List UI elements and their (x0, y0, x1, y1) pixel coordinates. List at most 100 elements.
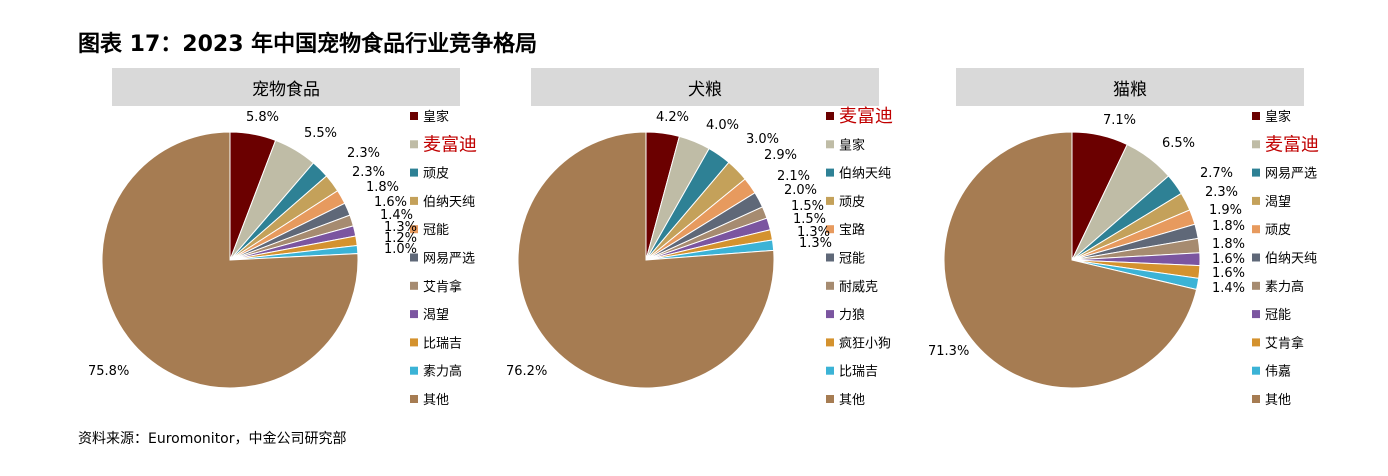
pie0-legend-swatch-8 (410, 338, 418, 347)
pie-title-cat-food: 猫粮 (956, 68, 1304, 106)
pie2-legend-swatch-8 (1252, 338, 1260, 347)
pie0-legend-swatch-5 (410, 253, 418, 262)
pie0-legend-swatch-1 (410, 140, 418, 149)
pie1-data-label-3: 2.9% (764, 148, 797, 163)
pie1-legend-swatch-4 (826, 225, 834, 234)
pie1-data-label-2: 3.0% (746, 132, 779, 147)
pie2-legend-label-5: 伯纳天纯 (1265, 252, 1317, 267)
pie1-legend-label-1: 皇家 (839, 137, 865, 153)
pie2-data-label-7: 1.6% (1212, 252, 1245, 267)
pie1-legend-label-3: 顽皮 (839, 195, 865, 210)
pie2-legend-swatch-6 (1252, 281, 1260, 290)
pie0-legend-label-0: 皇家 (423, 109, 449, 125)
pie2-data-label-10: 71.3% (928, 344, 969, 359)
pie0-legend-swatch-6 (410, 281, 418, 290)
pie1-legend-label-8: 疯狂小狗 (839, 335, 891, 351)
pie0-data-label-7: 1.3% (384, 220, 417, 235)
pie2-data-label-1: 6.5% (1162, 136, 1195, 151)
pie2-data-label-8: 1.6% (1212, 266, 1245, 281)
pie2-legend-swatch-10 (1252, 395, 1260, 403)
pie2-legend-swatch-7 (1252, 310, 1260, 319)
pie0-legend-swatch-7 (410, 310, 418, 319)
pie0-legend-label-3: 伯纳天纯 (423, 195, 475, 210)
pie1-slice-10 (517, 131, 775, 389)
pie2-legend-swatch-3 (1252, 196, 1260, 205)
pie2-data-label-6: 1.8% (1212, 237, 1245, 252)
pie0-legend-swatch-2 (410, 168, 418, 177)
figure-source: 资料来源：Euromonitor，中金公司研究部 (78, 431, 347, 447)
pie2-data-label-0: 7.1% (1103, 113, 1136, 128)
pie1-data-label-8: 1.3% (797, 225, 830, 240)
pie2-legend-label-1: 麦富迪 (1265, 134, 1319, 155)
pie2-legend-swatch-5 (1252, 253, 1260, 262)
pie0-data-label-1: 5.5% (304, 126, 337, 141)
pie2-legend-label-2: 网易严选 (1265, 167, 1317, 182)
pie2-legend-label-10: 其他 (1265, 393, 1291, 408)
pie0-legend-label-7: 渴望 (423, 307, 449, 323)
pie1-legend-swatch-3 (826, 196, 834, 205)
pie2-legend-label-4: 顽皮 (1265, 223, 1291, 238)
pie0-legend-swatch-3 (410, 196, 418, 205)
pie2-legend-swatch-2 (1252, 168, 1260, 177)
pie0-slice-10 (101, 131, 359, 389)
pie0-legend-label-1: 麦富迪 (423, 134, 477, 155)
pie0-data-label-8: 1.2% (384, 231, 417, 246)
pie-title-dog-food: 犬粮 (531, 68, 879, 106)
figure-title: 图表 17：2023 年中国宠物食品行业竞争格局 (78, 32, 538, 57)
pie1-data-label-7: 1.5% (793, 212, 826, 227)
pie2-data-label-5: 1.8% (1212, 219, 1245, 234)
pie2-slice-10 (943, 131, 1198, 389)
pie2-legend-label-0: 皇家 (1265, 109, 1291, 125)
pie2-legend-swatch-0 (1252, 112, 1260, 120)
pie0-legend-label-8: 比瑞吉 (423, 336, 462, 351)
pie-title-pet-food: 宠物食品 (112, 68, 460, 106)
pie0-data-label-6: 1.4% (380, 208, 413, 223)
pie0-legend-swatch-0 (410, 112, 418, 120)
pie1-data-label-5: 2.0% (784, 183, 817, 198)
pie0-data-label-0: 5.8% (246, 110, 279, 125)
pie1-legend-label-9: 比瑞吉 (839, 365, 878, 380)
pie1-legend-label-10: 其他 (839, 393, 865, 408)
pie1-legend-label-0: 麦富迪 (839, 106, 893, 127)
pie1-legend-label-2: 伯纳天纯 (839, 167, 891, 182)
pie2-legend-swatch-1 (1252, 140, 1260, 149)
pie2-legend-swatch-4 (1252, 225, 1260, 234)
pie1-data-label-4: 2.1% (777, 169, 810, 184)
pie2-data-label-3: 2.3% (1205, 185, 1238, 200)
pie0-legend-swatch-9 (410, 366, 418, 375)
pie1-legend-swatch-7 (826, 310, 834, 319)
pie1-legend-label-4: 宝路 (839, 222, 865, 238)
pie0-legend-label-9: 素力高 (423, 364, 462, 380)
pie1-data-label-9: 1.3% (799, 236, 832, 251)
pie0-legend-label-5: 网易严选 (423, 252, 475, 267)
pie0-data-label-2: 2.3% (347, 146, 380, 161)
pie2-legend-label-6: 素力高 (1265, 279, 1304, 295)
pie1-legend-label-5: 冠能 (839, 252, 865, 267)
pie0-legend-swatch-4 (410, 225, 418, 234)
pie1-legend-swatch-1 (826, 140, 834, 149)
pie0-data-label-10: 75.8% (88, 364, 129, 379)
pie1-legend-label-6: 耐威克 (839, 280, 878, 295)
pie0-legend-swatch-10 (410, 395, 418, 403)
pie1-legend-label-7: 力狼 (839, 308, 865, 323)
pie1-legend-swatch-8 (826, 338, 834, 347)
pie2-legend-swatch-9 (1252, 366, 1260, 375)
pie0-legend-label-4: 冠能 (423, 223, 449, 238)
pie2-legend-label-9: 伟嘉 (1265, 365, 1291, 380)
pie0-data-label-3: 2.3% (352, 165, 385, 180)
pie0-data-label-9: 1.0% (384, 242, 417, 257)
pie2-data-label-4: 1.9% (1209, 203, 1242, 218)
pie2-data-label-9: 1.4% (1212, 281, 1245, 296)
pie1-legend-swatch-5 (826, 253, 834, 262)
pie1-data-label-0: 4.2% (656, 110, 689, 125)
pie2-legend-label-7: 冠能 (1265, 308, 1291, 323)
pie1-legend-swatch-2 (826, 168, 834, 177)
pie1-data-label-6: 1.5% (791, 199, 824, 214)
pie1-legend-swatch-9 (826, 366, 834, 375)
pie2-data-label-2: 2.7% (1200, 166, 1233, 181)
pie1-legend-swatch-10 (826, 395, 834, 403)
pie0-legend-label-6: 艾肯拿 (423, 279, 462, 295)
pie0-data-label-5: 1.6% (374, 195, 407, 210)
pie1-data-label-1: 4.0% (706, 118, 739, 133)
